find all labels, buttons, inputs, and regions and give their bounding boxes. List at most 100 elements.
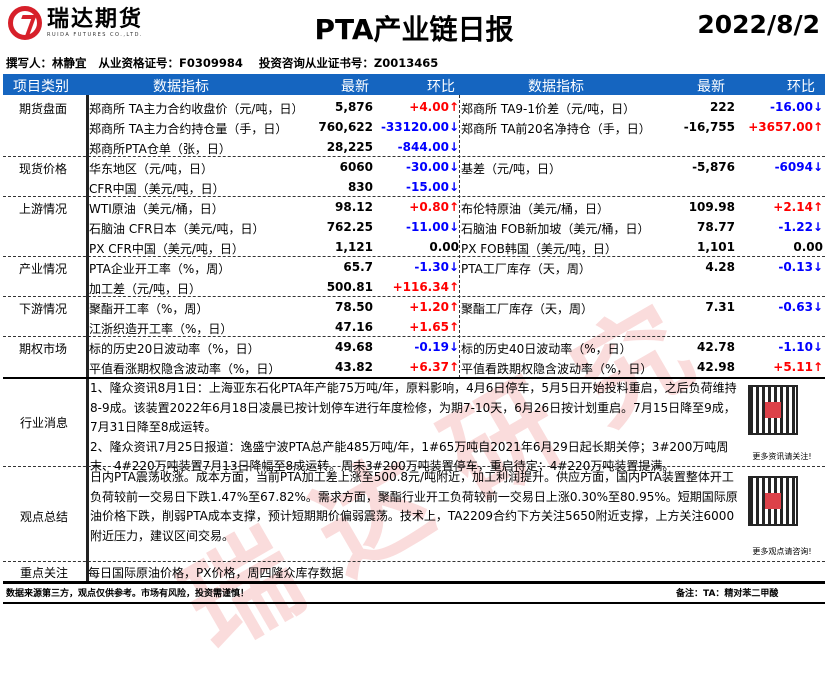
latest-cell: 5,876: [335, 100, 373, 114]
latest-cell: 1,121: [335, 240, 373, 254]
qr-code-view: [748, 476, 798, 526]
column-divider: [86, 95, 89, 582]
metric-cell: 华东地区（元/吨，日）: [89, 162, 214, 176]
focus-content: 每日国际原油价格，PX价格，周四隆众库存数据: [88, 566, 344, 580]
table-row: 郑商所 TA主力合约持仓量（手，日） 760,622 -33120.00↓ 郑商所 T…: [3, 117, 825, 137]
latest-cell: 78.50: [335, 300, 373, 314]
view-label: 观点总结: [19, 510, 68, 524]
divider: [3, 581, 825, 584]
th-change: 环比: [427, 79, 455, 95]
th-metric-2: 数据指标: [528, 79, 584, 95]
metric-cell: 平值看涨期权隐含波动率（%，日）: [89, 362, 281, 376]
change-cell: +1.20↑: [409, 300, 459, 314]
group-separator: [3, 156, 825, 157]
category-cell: 期货盘面: [19, 102, 68, 116]
latest-cell: 49.68: [335, 340, 373, 354]
latest-cell-2: 42.78: [697, 340, 735, 354]
metric-cell-2: 标的历史40日波动率（%，日）: [461, 342, 632, 356]
table-row: 江浙织造开工率（%，日） 47.16 +1.65↑: [3, 317, 825, 337]
latest-cell: 65.7: [343, 260, 373, 274]
th-metric: 数据指标: [153, 79, 209, 95]
news-content: 1、隆众资讯8月1日：上海亚东石化PTA年产能75万吨/年，原料影响，4月6日停…: [88, 379, 740, 477]
metric-cell: PX CFR中国（美元/吨，日）: [89, 242, 244, 256]
group-separator: [3, 256, 825, 257]
group-separator: [3, 196, 825, 197]
table-row: 上游情况 WTI原油（美元/桶，日） 98.12 +0.80↑ 布伦特原油（美元/桶，日…: [3, 197, 825, 217]
metric-cell: PTA企业开工率（%，周）: [89, 262, 231, 276]
latest-cell-2: 4.28: [705, 260, 735, 274]
th-latest-2: 最新: [697, 79, 725, 95]
view-content: 日内PTA震荡收涨。成本方面，当前PTA加工差上涨至500.8元/吨附近，加工利…: [90, 470, 738, 543]
category-cell: 下游情况: [19, 302, 68, 316]
latest-cell: 830: [347, 180, 373, 194]
disclaimer: 数据来源第三方，观点仅供参考。市场有风险，投资需谨慎！: [6, 589, 250, 599]
latest-cell-2: -16,755: [683, 120, 735, 134]
change-cell: -1.30↓: [414, 260, 459, 274]
category-cell: 产业情况: [19, 262, 68, 276]
change-cell: +4.00↑: [409, 100, 459, 114]
change-cell: +6.37↑: [409, 360, 459, 374]
latest-cell: 762.25: [326, 220, 373, 234]
group-separator: [3, 296, 825, 297]
latest-cell-2: 78.77: [697, 220, 735, 234]
th-change-2: 环比: [787, 79, 815, 95]
metric-cell-2: 平值看跌期权隐含波动率（%，日）: [461, 362, 651, 376]
metric-cell: 郑商所 TA主力合约持仓量（手，日）: [89, 122, 288, 136]
change-cell-2: +2.14↑: [773, 200, 823, 214]
change-cell: +116.34↑: [392, 280, 459, 294]
latest-cell: 98.12: [335, 200, 373, 214]
table-row: 加工差（元/吨，日） 500.81 +116.34↑: [3, 277, 825, 297]
latest-cell-2: 42.98: [697, 360, 735, 374]
change-cell-2: -0.13↓: [778, 260, 823, 274]
table-row: 期货盘面 郑商所 TA主力合约收盘价（元/吨，日） 5,876 +4.00↑ 郑商所 T…: [3, 97, 825, 117]
table-row: 郑商所PTA仓单（张，日） 28,225 -844.00↓: [3, 137, 825, 157]
change-cell-2: +3657.00↑: [748, 120, 823, 134]
logo-icon: [8, 6, 42, 40]
change-cell-2: +5.11↑: [773, 360, 823, 374]
table-row: 现货价格 华东地区（元/吨，日） 6060 -30.00↓ 基差（元/吨，日） -5,87…: [3, 157, 825, 177]
divider: [3, 377, 825, 379]
change-cell-2: -16.00↓: [770, 100, 823, 114]
metric-cell: 标的历史20日波动率（%，日）: [89, 342, 260, 356]
latest-cell: 6060: [339, 160, 373, 174]
change-cell: -0.19↓: [414, 340, 459, 354]
news-item-1: 1、隆众资讯8月1日：上海亚东石化PTA年产能75万吨/年，原料影响，4月6日停…: [90, 381, 737, 434]
focus-label: 重点关注: [19, 566, 68, 580]
category-cell: 上游情况: [19, 202, 68, 216]
table-row: 平值看涨期权隐含波动率（%，日） 43.82 +6.37↑ 平值看跌期权隐含波动率（%…: [3, 357, 825, 377]
metric-cell-2: 聚酯工厂库存（天，周）: [461, 302, 594, 316]
latest-cell: 43.82: [335, 360, 373, 374]
qr-caption-news: 更多资讯请关注!: [752, 452, 812, 461]
change-cell: -844.00↓: [397, 140, 459, 154]
table-row: 下游情况 聚酯开工率（%，周） 78.50 +1.20↑ 聚酯工厂库存（天，周） 7.31…: [3, 297, 825, 317]
category-cell: 现货价格: [19, 162, 68, 176]
change-cell-2: -0.63↓: [778, 300, 823, 314]
change-cell-2: 0.00: [793, 240, 823, 254]
group-separator: [3, 336, 825, 337]
latest-cell: 47.16: [335, 320, 373, 334]
table-row: CFR中国（美元/吨，日） 830 -15.00↓: [3, 177, 825, 197]
latest-cell: 500.81: [326, 280, 373, 294]
table-row: 期权市场 标的历史20日波动率（%，日） 49.68 -0.19↓ 标的历史40日波动率…: [3, 337, 825, 357]
report-date: 2022/8/2: [697, 10, 820, 39]
divider: [3, 602, 825, 604]
metric-cell: 石脑油 CFR日本（美元/吨，日）: [89, 222, 265, 236]
metric-cell-2: 石脑油 FOB新加坡（美元/桶，日）: [461, 222, 650, 236]
metric-cell: 加工差（元/吨，日）: [89, 282, 202, 296]
latest-cell-2: 222: [709, 100, 735, 114]
latest-cell-2: 109.98: [688, 200, 735, 214]
th-latest: 最新: [341, 79, 369, 95]
category-cell: 期权市场: [19, 342, 68, 356]
table-row: PX CFR中国（美元/吨，日） 1,121 0.00 PX FOB韩国（美元/吨，日…: [3, 237, 825, 257]
change-cell: -30.00↓: [406, 160, 459, 174]
logo-cn: 瑞达期货: [47, 7, 144, 32]
table-header: 项目类别 数据指标 最新 环比 数据指标 最新 环比: [3, 74, 825, 95]
metric-cell-2: 郑商所 TA9-1价差（元/吨，日）: [461, 102, 636, 116]
metric-cell-2: PTA工厂库存（天，周）: [461, 262, 591, 276]
company-logo: 瑞达期货 RUIDA FUTURES CO.,LTD.: [8, 6, 143, 40]
report-title: PTA产业链日报: [314, 13, 514, 46]
latest-cell-2: 7.31: [705, 300, 735, 314]
metric-cell: WTI原油（美元/桶，日）: [89, 202, 224, 216]
metric-cell-2: 郑商所 TA前20名净持仓（手，日）: [461, 122, 651, 136]
change-cell: -15.00↓: [406, 180, 459, 194]
